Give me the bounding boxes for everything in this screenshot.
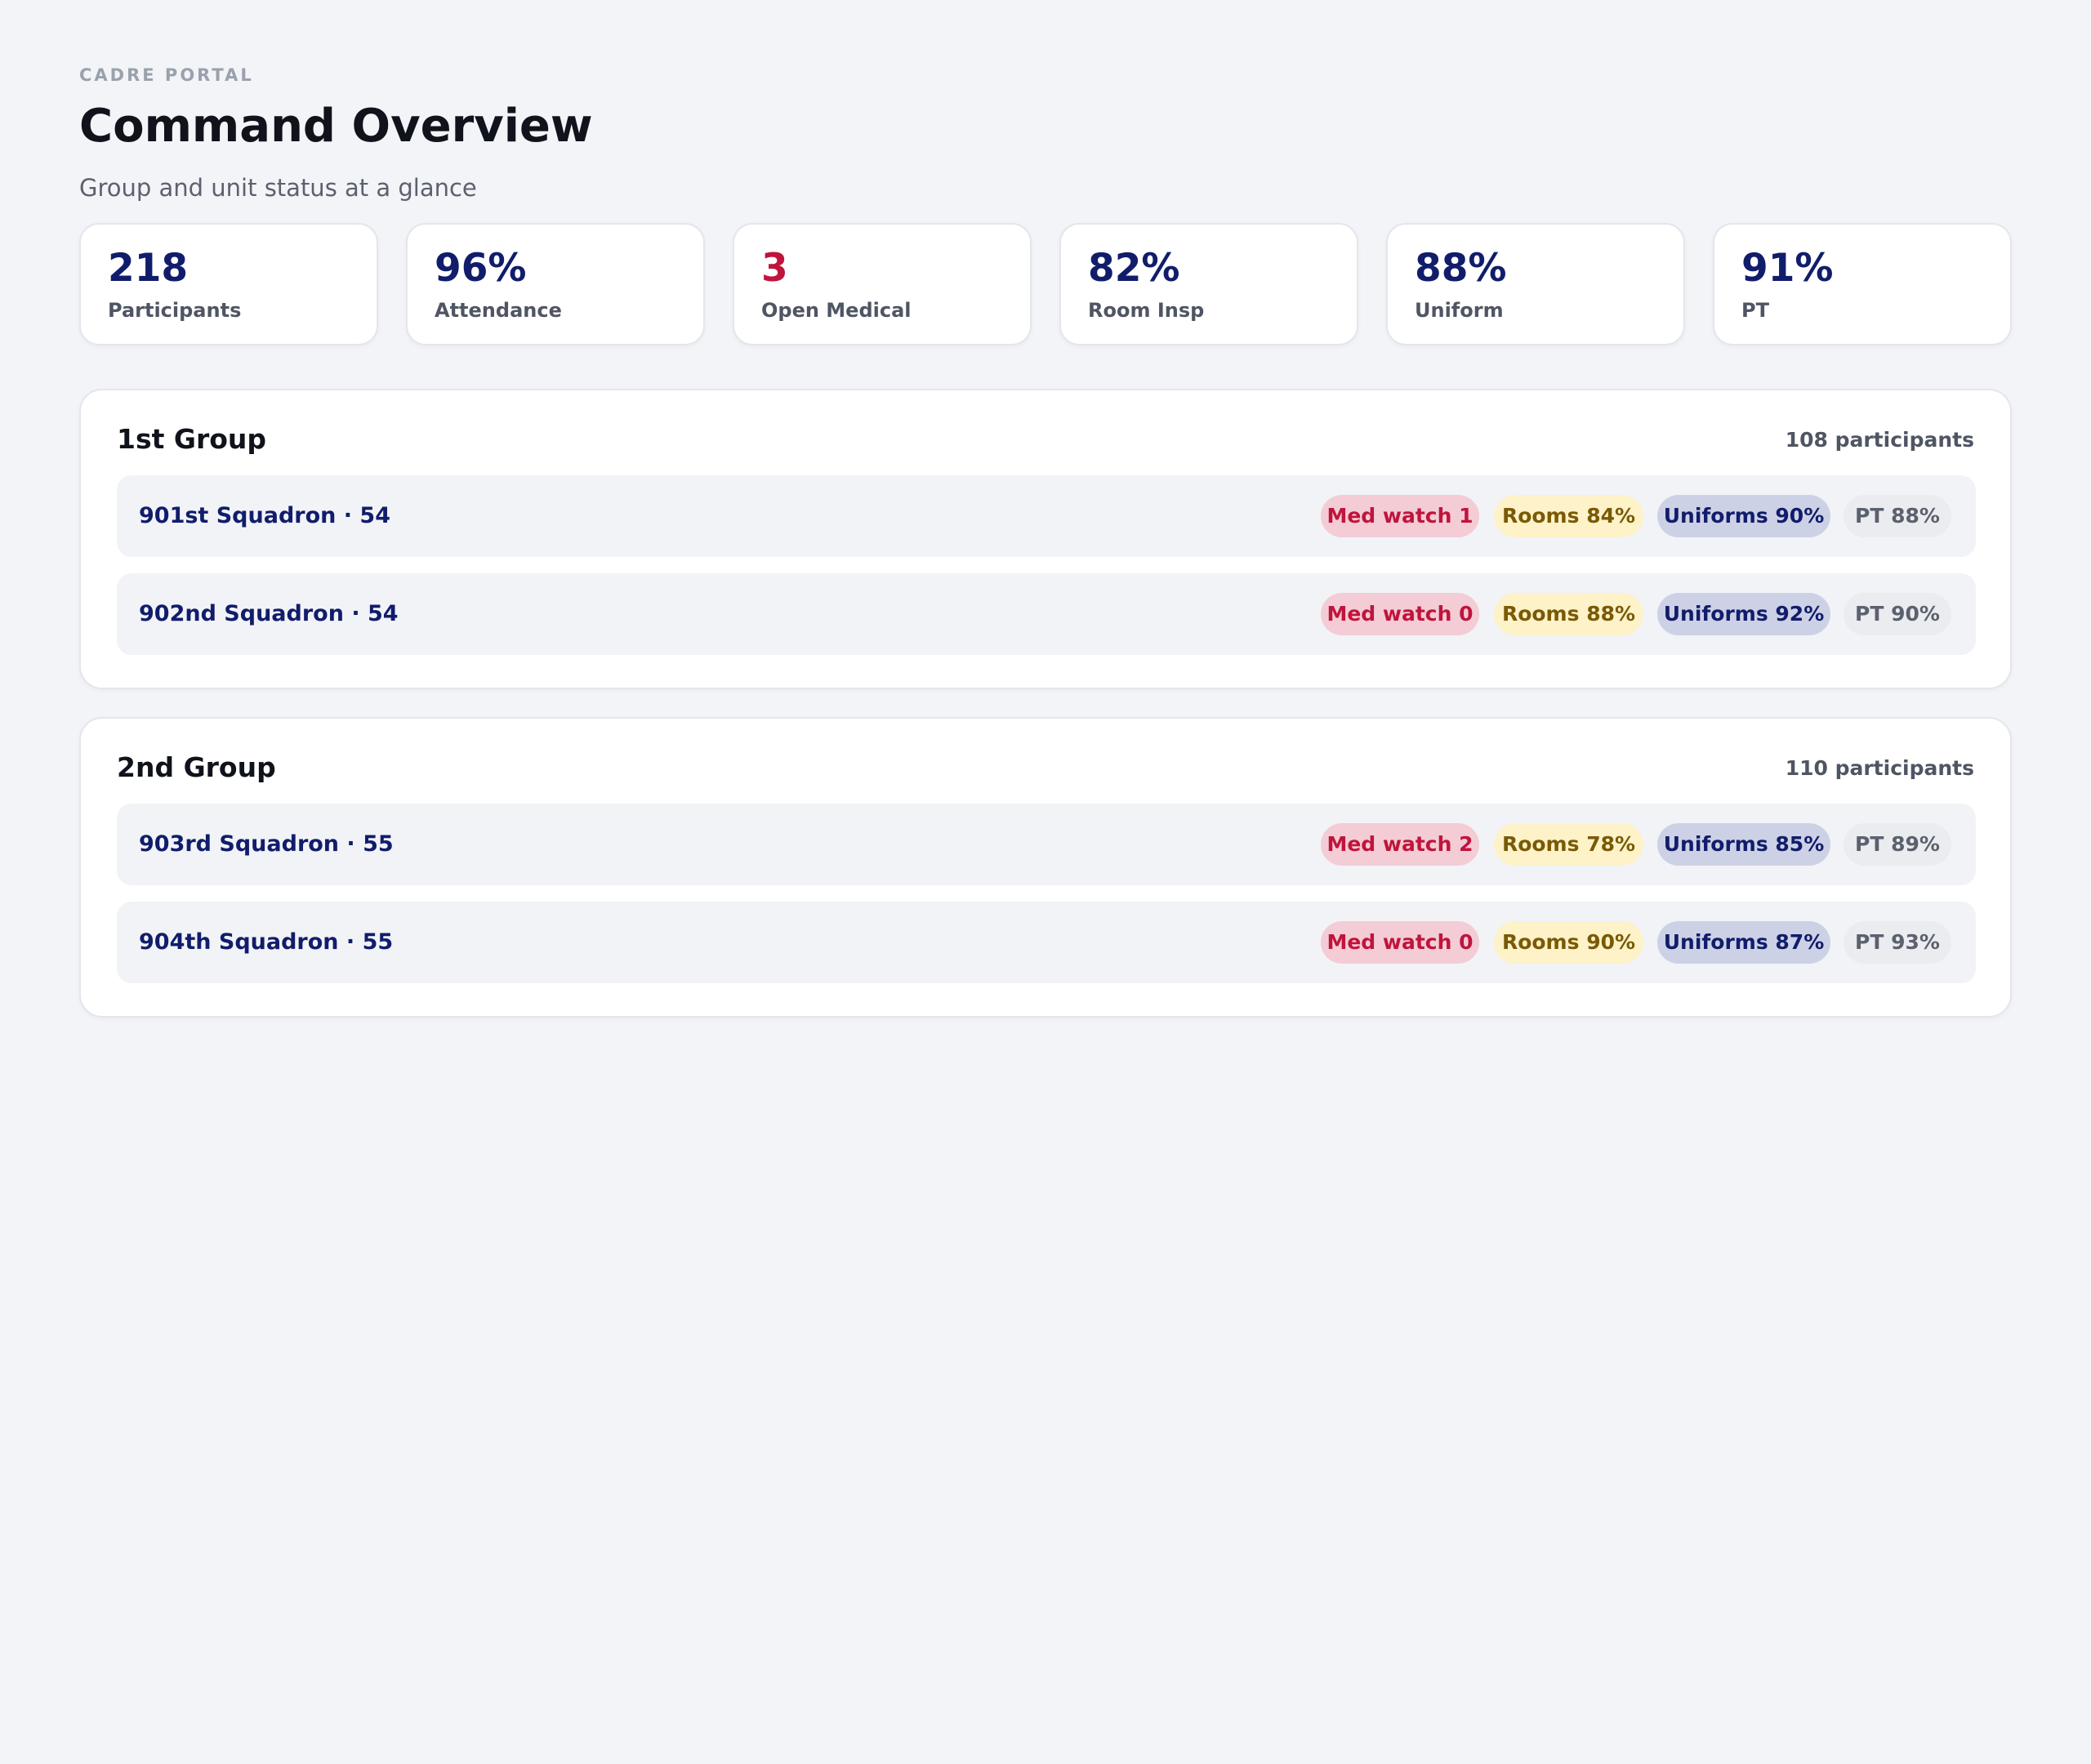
pt-badge: PT 89%	[1844, 823, 1951, 866]
pt-badge: PT 90%	[1844, 593, 1951, 635]
stat-card-uniform: 88% Uniform	[1386, 223, 1685, 345]
med-watch-badge: Med watch 1	[1321, 495, 1479, 537]
rooms-badge: Rooms 90%	[1494, 921, 1643, 964]
group-participant-count: 108 participants	[1785, 428, 1974, 452]
uniforms-badge: Uniforms 87%	[1657, 921, 1830, 964]
pt-badge: PT 88%	[1844, 495, 1951, 537]
squadron-row-903rd[interactable]: 903rd Squadron · 55 Med watch 2 Rooms 78…	[117, 804, 1976, 885]
stat-card-attendance: 96% Attendance	[406, 223, 705, 345]
stat-value: 218	[108, 246, 189, 291]
uniforms-badge: Uniforms 85%	[1657, 823, 1830, 866]
uniforms-badge: Uniforms 92%	[1657, 593, 1830, 635]
squadron-name: 901st Squadron · 54	[139, 503, 390, 528]
med-watch-badge: Med watch 2	[1321, 823, 1479, 866]
rooms-badge: Rooms 78%	[1494, 823, 1643, 866]
stat-card-participants: 218 Participants	[79, 223, 378, 345]
stat-label: Open Medical	[761, 299, 912, 322]
squadron-status-chips: Med watch 2 Rooms 78% Uniforms 85% PT 89…	[117, 823, 1976, 866]
squadron-row-901st[interactable]: 901st Squadron · 54 Med watch 1 Rooms 84…	[117, 475, 1976, 557]
rooms-badge: Rooms 84%	[1494, 495, 1643, 537]
stat-value: 3	[761, 246, 788, 291]
stat-label: Participants	[108, 299, 242, 322]
squadron-row-904th[interactable]: 904th Squadron · 55 Med watch 0 Rooms 90…	[117, 902, 1976, 983]
squadron-status-chips: Med watch 0 Rooms 90% Uniforms 87% PT 93…	[117, 921, 1976, 964]
stat-label: PT	[1741, 299, 1769, 322]
stat-card-pt: 91% PT	[1713, 223, 2012, 345]
squadron-status-chips: Med watch 0 Rooms 88% Uniforms 92% PT 90…	[117, 593, 1976, 635]
group-title: 2nd Group	[117, 751, 276, 783]
squadron-name: 904th Squadron · 55	[139, 929, 394, 955]
page-title: Command Overview	[79, 100, 593, 153]
med-watch-badge: Med watch 0	[1321, 593, 1479, 635]
stat-label: Room Insp	[1088, 299, 1205, 322]
stat-value: 96%	[435, 246, 527, 291]
group-participant-count: 110 participants	[1785, 756, 1974, 780]
stat-card-open-medical: 3 Open Medical	[733, 223, 1032, 345]
portal-eyebrow: CADRE PORTAL	[79, 65, 254, 85]
group-card-1st: 1st Group 108 participants 901st Squadro…	[79, 389, 2012, 689]
command-overview-page: CADRE PORTAL Command Overview Group and …	[79, 64, 2012, 1018]
stat-card-room-insp: 82% Room Insp	[1059, 223, 1358, 345]
stat-value: 82%	[1088, 246, 1180, 291]
pt-badge: PT 93%	[1844, 921, 1951, 964]
uniforms-badge: Uniforms 90%	[1657, 495, 1830, 537]
group-title: 1st Group	[117, 423, 267, 455]
med-watch-badge: Med watch 0	[1321, 921, 1479, 964]
group-card-2nd: 2nd Group 110 participants 903rd Squadro…	[79, 717, 2012, 1018]
stat-label: Attendance	[435, 299, 562, 322]
squadron-status-chips: Med watch 1 Rooms 84% Uniforms 90% PT 88…	[117, 495, 1976, 537]
squadron-name: 902nd Squadron · 54	[139, 601, 399, 626]
summary-stats: 218 Participants 96% Attendance 3 Open M…	[79, 223, 2012, 347]
stat-value: 91%	[1741, 246, 1834, 291]
stat-label: Uniform	[1415, 299, 1504, 322]
squadron-name: 903rd Squadron · 55	[139, 831, 394, 857]
rooms-badge: Rooms 88%	[1494, 593, 1643, 635]
page-subtitle: Group and unit status at a glance	[79, 174, 477, 202]
stat-value: 88%	[1415, 246, 1507, 291]
squadron-row-902nd[interactable]: 902nd Squadron · 54 Med watch 0 Rooms 88…	[117, 573, 1976, 655]
